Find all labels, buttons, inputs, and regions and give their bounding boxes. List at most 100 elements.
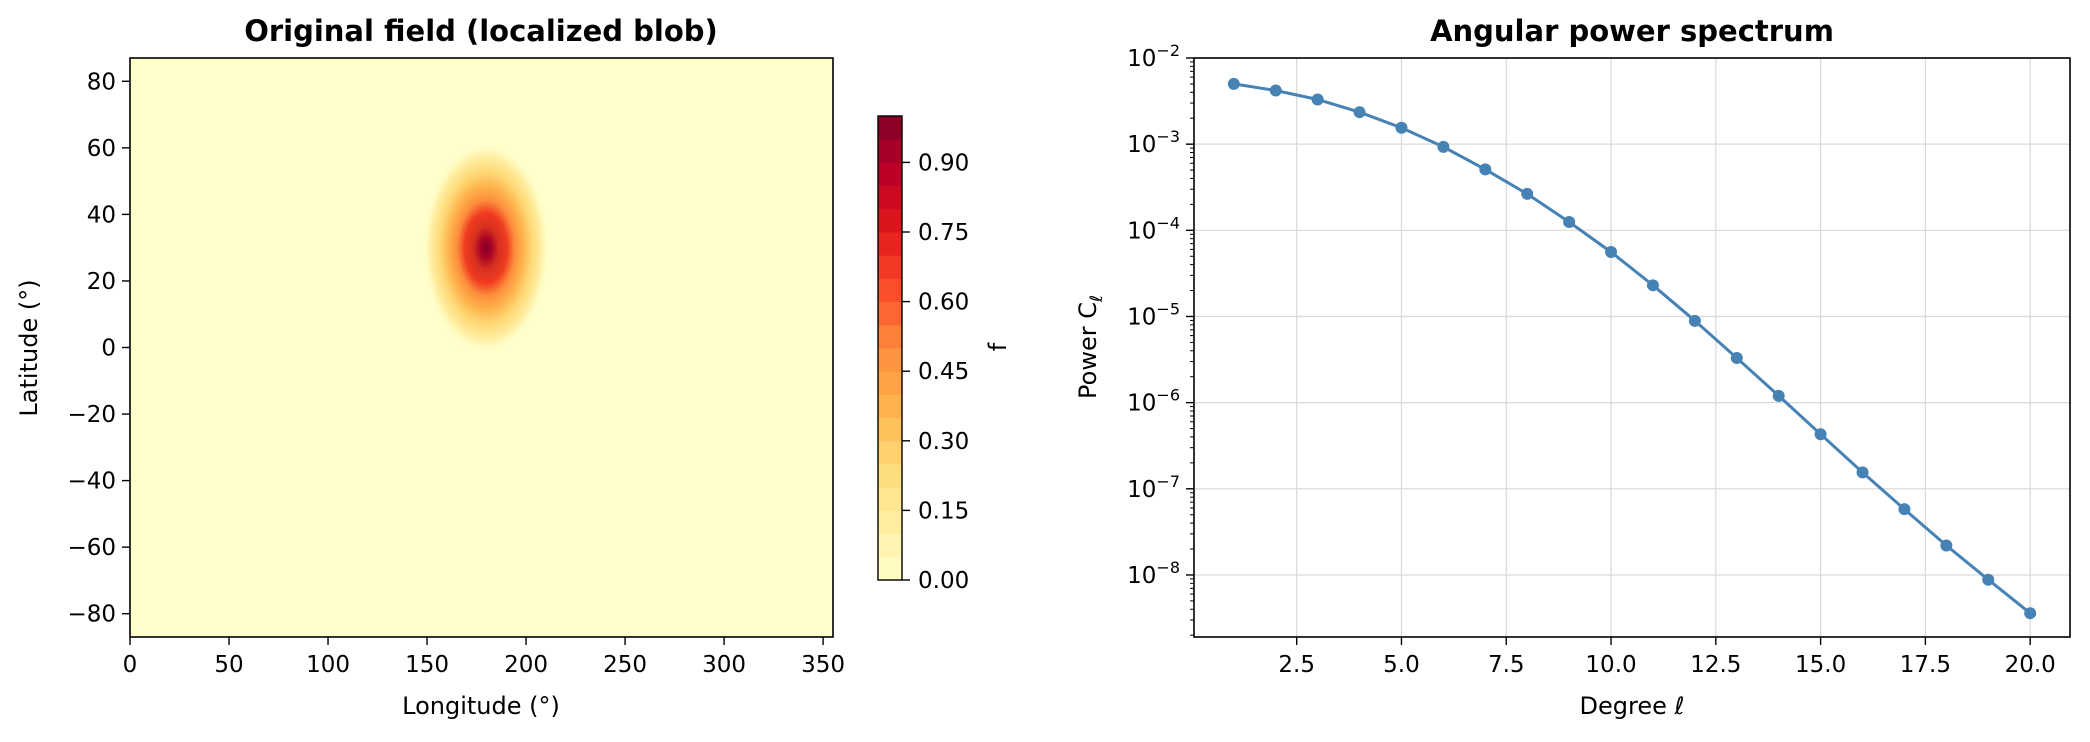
colorbar-level (878, 301, 902, 326)
line-grid (1194, 57, 2070, 637)
line-y-label-main: Power C (1074, 302, 1102, 399)
heatmap-x-axis: 0 50 100 150 200 250 300 350 (123, 637, 845, 678)
line-y-tick-base: 10 (1127, 46, 1156, 72)
colorbar-level (878, 556, 902, 581)
line-y-tick-label: 10−8 (1127, 558, 1180, 589)
heatmap-y-tick-label: −40 (67, 469, 116, 495)
line-y-tick-exponent: −4 (1156, 213, 1180, 232)
heatmap-y-tick-label: 80 (87, 69, 116, 95)
line-y-tick-label: 10−2 (1127, 41, 1180, 72)
power-point (1269, 84, 1282, 97)
colorbar-frame (877, 115, 903, 581)
power-point (1311, 93, 1324, 106)
heatmap-y-tick-label: 0 (101, 336, 116, 362)
colorbar-level (878, 255, 902, 279)
power-point (1940, 539, 1953, 552)
colorbar-level (878, 533, 902, 558)
line-y-tick-base: 10 (1127, 304, 1156, 330)
line-x-tick-label: 7.5 (1488, 652, 1525, 678)
line-x-label: Degree ℓ (1580, 692, 1685, 720)
heatmap-y-tick-label: −80 (67, 602, 116, 628)
line-x-axis: 2.5 5.0 7.5 10.0 12.5 15.0 17.5 20.0 (1278, 637, 2056, 678)
power-point (1730, 351, 1743, 364)
line-y-tick-exponent: −8 (1156, 558, 1180, 577)
heatmap-y-tick-label: 20 (87, 269, 116, 295)
heatmap-y-tick-label: −60 (67, 535, 116, 561)
colorbar-level (878, 324, 902, 349)
line-x-tick-label: 2.5 (1278, 652, 1315, 678)
power-point (1353, 106, 1366, 119)
colorbar-level (878, 510, 902, 535)
line-y-tick-label: 10−6 (1127, 386, 1180, 417)
heatmap-x-tick-label: 0 (123, 652, 138, 678)
power-point (2024, 607, 2037, 620)
power-line (1233, 82, 2032, 615)
colorbar-tick-label: 0.30 (918, 429, 969, 455)
colorbar-level (878, 232, 902, 256)
heatmap-x-tick-label: 350 (801, 652, 845, 678)
line-y-tick-label: 10−5 (1127, 299, 1180, 330)
heatmap-x-label: Longitude (°) (402, 692, 560, 720)
line-y-tick-exponent: −2 (1156, 41, 1180, 60)
colorbar-tick-label: 0.00 (918, 568, 969, 594)
power-point (1437, 140, 1450, 153)
colorbar-level (878, 371, 902, 395)
heatmap-blob (422, 142, 550, 354)
heatmap-y-tick-label: −20 (67, 402, 116, 428)
colorbar-tick-label: 0.75 (918, 220, 969, 246)
line-x-tick-label: 10.0 (1585, 652, 1636, 678)
power-point (1605, 246, 1618, 259)
power-point (1982, 573, 1995, 586)
line-x-tick-label: 20.0 (2005, 652, 2056, 678)
heatmap-x-tick-label: 300 (702, 652, 746, 678)
heatmap-chart: Original field (localized blob) 0 50 100 15… (15, 14, 1012, 720)
line-y-tick-label: 10−3 (1127, 127, 1180, 158)
power-point (1898, 503, 1911, 516)
line-y-tick-base: 10 (1127, 391, 1156, 417)
line-y-label-sub: ℓ (1087, 295, 1107, 303)
heatmap-title: Original field (localized blob) (244, 14, 718, 48)
heatmap-x-tick-label: 100 (306, 652, 350, 678)
heatmap-y-label: Latitude (°) (15, 279, 43, 416)
colorbar-level (878, 348, 902, 372)
heatmap-y-tick-label: 60 (87, 136, 116, 162)
colorbar-level (878, 185, 902, 210)
heatmap-x-tick-label: 200 (504, 652, 548, 678)
colorbar-tick-label: 0.15 (918, 498, 969, 524)
colorbar-tick-label: 0.90 (918, 150, 969, 176)
line-x-tick-label: 12.5 (1690, 652, 1741, 678)
heatmap-x-tick-label: 50 (214, 652, 243, 678)
power-point (1521, 187, 1534, 200)
power-point (1563, 215, 1576, 228)
heatmap-x-tick-label: 150 (405, 652, 449, 678)
power-point (1227, 77, 1240, 90)
line-y-tick-exponent: −7 (1156, 472, 1180, 491)
colorbar-level (878, 394, 902, 419)
line-x-tick-label: 5.0 (1383, 652, 1420, 678)
power-spectrum-chart: Angular power spectrum 2.5 5.0 7.5 10.0 12.5… (1074, 14, 2071, 720)
power-point (1479, 163, 1492, 176)
power-series (1227, 77, 2037, 620)
colorbar-level (878, 440, 902, 465)
colorbar-tick-label: 0.45 (918, 359, 969, 385)
colorbar-level (878, 464, 902, 488)
power-point (1772, 389, 1785, 402)
line-y-tick-exponent: −3 (1156, 127, 1180, 146)
line-y-tick-base: 10 (1127, 477, 1156, 503)
colorbar-level (878, 162, 902, 187)
colorbar-level (878, 208, 902, 233)
line-y-tick-exponent: −6 (1156, 386, 1180, 405)
power-point (1856, 466, 1869, 479)
line-x-tick-label: 17.5 (1900, 652, 1951, 678)
colorbar-level (878, 487, 902, 511)
colorbar-level (878, 139, 902, 163)
line-x-tick-label: 15.0 (1795, 652, 1846, 678)
heatmap-x-tick-label: 250 (603, 652, 647, 678)
line-y-tick-base: 10 (1127, 218, 1156, 244)
line-y-tick-label: 10−7 (1127, 472, 1180, 503)
line-plot-frame (1193, 57, 2071, 638)
line-y-tick-label: 10−4 (1127, 213, 1180, 244)
colorbar: 0.00 0.15 0.30 0.45 0.60 0.75 0.90 (877, 115, 969, 594)
power-point (1395, 121, 1408, 134)
